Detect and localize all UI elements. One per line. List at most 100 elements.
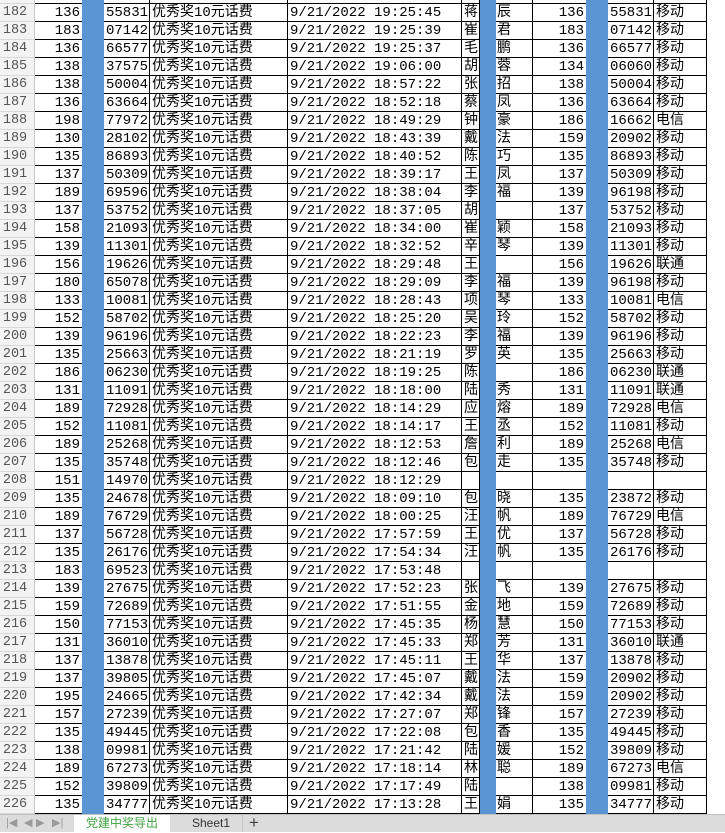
given-name-cell[interactable]: 飞 (480, 580, 533, 598)
prize-cell[interactable]: 优秀奖10元话费 (150, 454, 288, 472)
phone-suffix2-cell[interactable]: 67273 (608, 760, 654, 778)
phone-suffix2-cell[interactable]: 35748 (608, 454, 654, 472)
prize-cell[interactable]: 优秀奖10元话费 (150, 58, 288, 76)
carrier-cell[interactable]: 电信 (654, 400, 707, 418)
prize-cell[interactable]: 优秀奖10元话费 (150, 238, 288, 256)
carrier-cell[interactable]: 移动 (654, 796, 707, 814)
carrier-cell[interactable] (654, 472, 707, 490)
phone-suffix2-cell[interactable]: 96198 (608, 274, 654, 292)
phone-suffix2-cell[interactable] (608, 472, 654, 490)
given-name-cell[interactable]: 鹏 (480, 40, 533, 58)
datetime-cell[interactable]: 9/21/2022 18:43:39 (288, 130, 462, 148)
datetime-cell[interactable]: 9/21/2022 18:25:20 (288, 310, 462, 328)
phone-suffix2-cell[interactable]: 11091 (608, 382, 654, 400)
carrier-cell[interactable] (654, 562, 707, 580)
carrier-cell[interactable]: 电信 (654, 508, 707, 526)
phone-suffix-cell[interactable]: 21093 (104, 220, 150, 238)
phone-suffix2-cell[interactable]: 23872 (608, 490, 654, 508)
phone-suffix-cell[interactable]: 11091 (104, 382, 150, 400)
given-name-cell[interactable] (480, 472, 533, 490)
given-name-cell[interactable]: 福 (480, 328, 533, 346)
datetime-cell[interactable]: 9/21/2022 18:29:48 (288, 256, 462, 274)
carrier-cell[interactable]: 移动 (654, 310, 707, 328)
row-header[interactable]: 223 (0, 742, 35, 760)
table-row[interactable]: 184 136 66577 优秀奖10元话费 9/21/2022 19:25:37 毛鹏 1… (0, 40, 725, 58)
phone-suffix2-cell[interactable]: 27675 (608, 580, 654, 598)
row-header[interactable]: 183 (0, 22, 35, 40)
surname-cell[interactable]: 张 (462, 580, 480, 598)
table-row[interactable]: 186 138 50004 优秀奖10元话费 9/21/2022 18:57:22 张招 1… (0, 76, 725, 94)
row-header[interactable]: 187 (0, 94, 35, 112)
datetime-cell[interactable]: 9/21/2022 17:45:11 (288, 652, 462, 670)
carrier-cell[interactable]: 移动 (654, 778, 707, 796)
tab-active-sheet[interactable]: 党建中奖导出 (74, 815, 171, 832)
row-header[interactable]: 195 (0, 238, 35, 256)
row-header[interactable]: 198 (0, 292, 35, 310)
table-row[interactable]: 195 139 11301 优秀奖10元话费 9/21/2022 18:32:52 辛琴 1… (0, 238, 725, 256)
table-row[interactable]: 215 159 72689 优秀奖10元话费 9/21/2022 17:51:55 金地 1… (0, 598, 725, 616)
table-row[interactable]: 208 151 14970 优秀奖10元话费 9/21/2022 18:12:29 (0, 472, 725, 490)
prize-cell[interactable]: 优秀奖10元话费 (150, 670, 288, 688)
given-name-cell[interactable]: 福 (480, 184, 533, 202)
phone-suffix2-cell[interactable]: 50309 (608, 166, 654, 184)
given-name-cell[interactable]: 熔 (480, 400, 533, 418)
prize-cell[interactable]: 优秀奖10元话费 (150, 490, 288, 508)
phone-suffix-cell[interactable]: 14970 (104, 472, 150, 490)
phone-suffix2-cell[interactable]: 10081 (608, 292, 654, 310)
prize-cell[interactable]: 优秀奖10元话费 (150, 202, 288, 220)
phone-suffix2-cell[interactable] (608, 0, 654, 4)
row-header[interactable] (0, 0, 35, 4)
phone-suffix2-cell[interactable]: 19626 (608, 256, 654, 274)
carrier-cell[interactable]: 移动 (654, 274, 707, 292)
row-header[interactable]: 218 (0, 652, 35, 670)
phone-suffix-cell[interactable]: 49445 (104, 724, 150, 742)
surname-cell[interactable]: 王 (462, 526, 480, 544)
phone-suffix2-cell[interactable]: 21093 (608, 220, 654, 238)
given-name-cell[interactable]: 帆 (480, 508, 533, 526)
given-name-cell[interactable]: 福 (480, 274, 533, 292)
surname-cell[interactable]: 汪 (462, 544, 480, 562)
row-header[interactable]: 189 (0, 130, 35, 148)
surname-cell[interactable]: 汪 (462, 508, 480, 526)
given-name-cell[interactable] (480, 202, 533, 220)
phone-suffix2-cell[interactable]: 55831 (608, 4, 654, 22)
carrier-cell[interactable]: 移动 (654, 238, 707, 256)
carrier-cell[interactable]: 移动 (654, 148, 707, 166)
first-sheet-icon[interactable]: |◀ (6, 817, 18, 829)
phone-suffix-cell[interactable]: 77972 (104, 112, 150, 130)
given-name-cell[interactable]: 香 (480, 724, 533, 742)
given-name-cell[interactable]: 招 (480, 76, 533, 94)
given-name-cell[interactable] (480, 364, 533, 382)
given-name-cell[interactable]: 琴 (480, 238, 533, 256)
given-name-cell[interactable]: 凤 (480, 94, 533, 112)
surname-cell[interactable]: 崔 (462, 220, 480, 238)
phone-suffix-cell[interactable]: 36010 (104, 634, 150, 652)
table-row[interactable]: 194 158 21093 优秀奖10元话费 9/21/2022 18:34:00 崔颖 1… (0, 220, 725, 238)
table-row[interactable]: 203 131 11091 优秀奖10元话费 9/21/2022 18:18:00 陆秀 1… (0, 382, 725, 400)
phone-suffix-cell[interactable]: 39809 (104, 778, 150, 796)
phone-suffix-cell[interactable]: 11301 (104, 238, 150, 256)
row-header[interactable]: 192 (0, 184, 35, 202)
surname-cell[interactable]: 包 (462, 490, 480, 508)
carrier-cell[interactable]: 联通 (654, 634, 707, 652)
row-header[interactable]: 221 (0, 706, 35, 724)
carrier-cell[interactable]: 移动 (654, 706, 707, 724)
surname-cell[interactable] (462, 472, 480, 490)
datetime-cell[interactable]: 9/21/2022 18:39:17 (288, 166, 462, 184)
table-row[interactable]: 225 152 39809 优秀奖10元话费 9/21/2022 17:17:49 陆 13… (0, 778, 725, 796)
phone-suffix-cell[interactable]: 67273 (104, 760, 150, 778)
table-row[interactable]: 210 189 76729 优秀奖10元话费 9/21/2022 18:00:25 汪帆 1… (0, 508, 725, 526)
carrier-cell[interactable]: 移动 (654, 184, 707, 202)
phone-suffix-cell[interactable]: 07142 (104, 22, 150, 40)
surname-cell[interactable]: 陈 (462, 148, 480, 166)
datetime-cell[interactable]: 9/21/2022 18:12:53 (288, 436, 462, 454)
given-name-cell[interactable]: 晓 (480, 490, 533, 508)
given-name-cell[interactable]: 玲 (480, 310, 533, 328)
carrier-cell[interactable]: 移动 (654, 220, 707, 238)
row-header[interactable]: 199 (0, 310, 35, 328)
given-name-cell[interactable]: 慧 (480, 616, 533, 634)
surname-cell[interactable]: 辛 (462, 238, 480, 256)
phone-suffix-cell[interactable]: 72689 (104, 598, 150, 616)
table-row[interactable]: 201 135 25663 优秀奖10元话费 9/21/2022 18:21:19 罗英 1… (0, 346, 725, 364)
phone-suffix2-cell[interactable]: 96196 (608, 328, 654, 346)
